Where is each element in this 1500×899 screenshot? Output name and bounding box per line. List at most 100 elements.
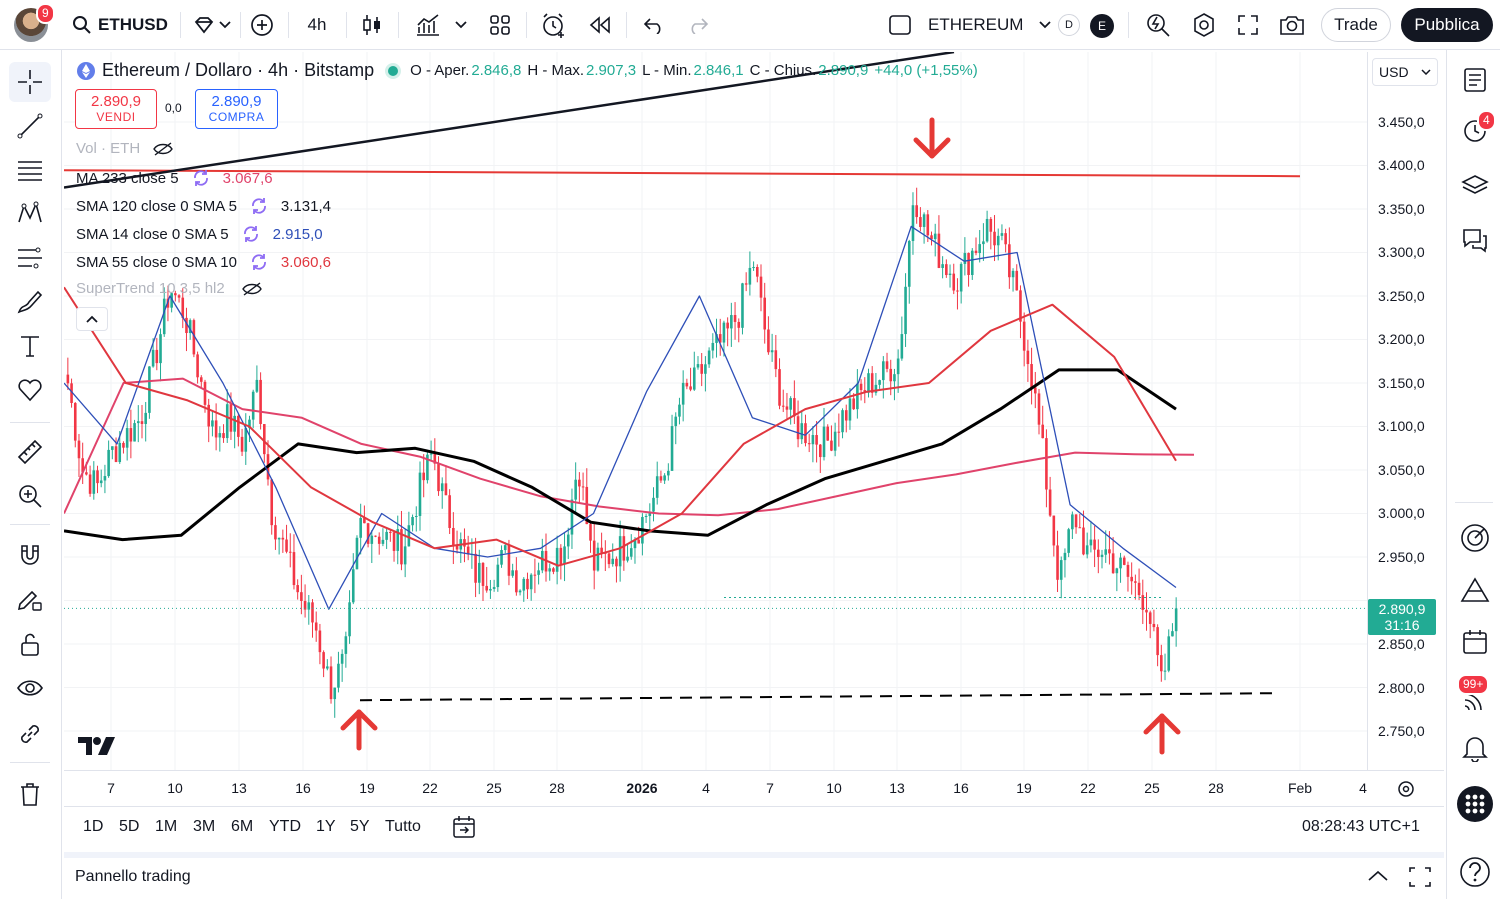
chats-button[interactable] [1455, 220, 1495, 260]
eye-off-icon[interactable] [152, 141, 174, 157]
lock-tool[interactable] [9, 624, 51, 664]
range-button[interactable]: 1D [83, 818, 104, 835]
pattern-tool[interactable] [9, 194, 51, 234]
chip-e[interactable]: E [1090, 14, 1114, 38]
indicators-button[interactable] [410, 7, 472, 43]
goto-date-button[interactable] [452, 815, 476, 839]
tradingview-logo[interactable] [78, 735, 116, 757]
replay-button[interactable] [584, 7, 616, 43]
candle-body [919, 217, 922, 227]
templates-button[interactable] [484, 7, 516, 43]
range-button[interactable]: 1Y [316, 818, 336, 835]
forecast-tool[interactable] [9, 238, 51, 278]
candle-body [696, 364, 700, 368]
screener-button[interactable] [1455, 518, 1495, 558]
range-button[interactable]: 6M [231, 818, 254, 835]
range-button[interactable]: 5Y [350, 818, 370, 835]
candle-body [848, 398, 852, 421]
range-button[interactable]: 1M [155, 818, 178, 835]
crosshair-tool[interactable] [9, 62, 51, 102]
sync-icon[interactable] [191, 168, 211, 188]
price-chart[interactable] [64, 52, 1444, 804]
products-button[interactable] [1455, 784, 1495, 824]
fullscreen-button[interactable] [1232, 7, 1264, 43]
magnet-tool[interactable] [9, 536, 51, 576]
quick-search-button[interactable] [1142, 7, 1174, 43]
candle-body [715, 334, 718, 343]
panel-maximize-button[interactable] [1408, 866, 1432, 888]
sync-icon[interactable] [241, 224, 261, 244]
chart-pane[interactable]: Ethereum / Dollaro · 4h · Bitstamp O - A… [64, 52, 1444, 804]
collapse-legend-button[interactable] [76, 307, 108, 331]
legend-title[interactable]: Ethereum / Dollaro · 4h · Bitstamp [102, 60, 375, 80]
calendar-button[interactable] [1455, 622, 1495, 662]
range-button[interactable]: 3M [193, 818, 216, 835]
publish-button[interactable]: Pubblica [1401, 8, 1493, 42]
ideas-button[interactable] [1455, 570, 1495, 610]
sell-button[interactable]: 2.890,9 VENDI [75, 89, 157, 129]
chip-d[interactable]: D [1058, 14, 1080, 36]
candle-body [978, 244, 981, 254]
price-axis[interactable]: USD [1367, 52, 1444, 770]
add-symbol-button[interactable] [246, 7, 278, 43]
candle-body [140, 421, 144, 424]
clock[interactable]: 08:28:43 UTC+1 [1302, 818, 1420, 835]
sync-icon[interactable] [249, 252, 269, 272]
zoom-tool[interactable] [9, 476, 51, 516]
interval-button[interactable]: 4h [307, 15, 327, 34]
brush-tool[interactable] [9, 282, 51, 322]
alerts-button[interactable] [1455, 110, 1495, 150]
link-tool[interactable] [9, 714, 51, 754]
legend-indicator[interactable]: SMA 14 close 0 SMA 5 2.915,0 [76, 224, 323, 244]
trendline-icon [17, 113, 43, 139]
redo-button[interactable] [682, 7, 714, 43]
trading-panel-title[interactable]: Pannello trading [75, 868, 191, 885]
time-axis-label: 19 [1016, 780, 1032, 796]
help-button[interactable] [1455, 852, 1495, 892]
lock-drawing-tool[interactable] [9, 580, 51, 620]
hide-drawings-tool[interactable] [9, 668, 51, 708]
trade-button[interactable]: Trade [1321, 8, 1391, 42]
candle-body [718, 334, 722, 343]
snapshot-button[interactable] [1276, 7, 1308, 43]
candle-body [136, 421, 140, 424]
sync-icon[interactable] [249, 196, 269, 216]
candle-body [348, 602, 351, 637]
range-button[interactable]: Tutto [385, 818, 421, 835]
axis-settings-button[interactable] [1396, 779, 1416, 799]
range-button[interactable]: YTD [269, 818, 301, 835]
candle-body [911, 205, 915, 242]
candle-body [122, 442, 125, 448]
legend-indicator[interactable]: SMA 55 close 0 SMA 10 3.060,6 [76, 252, 331, 272]
fib-tool[interactable] [9, 150, 51, 190]
layout-menu[interactable]: ETHEREUM [888, 7, 1052, 43]
notifications-button[interactable] [1455, 728, 1495, 768]
price-axis-label: 3.250,0 [1378, 288, 1425, 304]
settings-button[interactable] [1188, 7, 1220, 43]
watchlist-button[interactable] [1455, 60, 1495, 100]
object-tree-button[interactable] [1455, 166, 1495, 206]
symbol-search[interactable]: ETHUSD [66, 8, 178, 42]
candle-body [1163, 670, 1167, 672]
range-button[interactable]: 5D [119, 818, 140, 835]
legend-indicator[interactable]: SMA 120 close 0 SMA 5 3.131,4 [76, 196, 331, 216]
indicator-value: 3.060,6 [280, 253, 331, 271]
legend-indicator[interactable]: MA 233 close 5 3.067,6 [76, 168, 273, 188]
candle-body [796, 416, 800, 440]
panel-expand-button[interactable] [1366, 866, 1390, 886]
buy-button[interactable]: 2.890,9 COMPRA [195, 89, 278, 129]
chart-type-button[interactable] [356, 7, 388, 43]
favorites-tool[interactable] [9, 370, 51, 410]
text-tool[interactable] [9, 326, 51, 366]
candle-body [1156, 627, 1159, 656]
compare-button[interactable] [186, 7, 238, 43]
trendline-tool[interactable] [9, 106, 51, 146]
currency-select[interactable]: USD [1372, 58, 1438, 86]
ruler-icon [17, 439, 43, 465]
time-axis[interactable] [64, 770, 1444, 804]
undo-button[interactable] [638, 7, 670, 43]
ruler-tool[interactable] [9, 432, 51, 472]
alert-button[interactable] [538, 7, 570, 43]
eye-off-icon[interactable] [241, 281, 263, 297]
delete-tool[interactable] [9, 774, 51, 814]
